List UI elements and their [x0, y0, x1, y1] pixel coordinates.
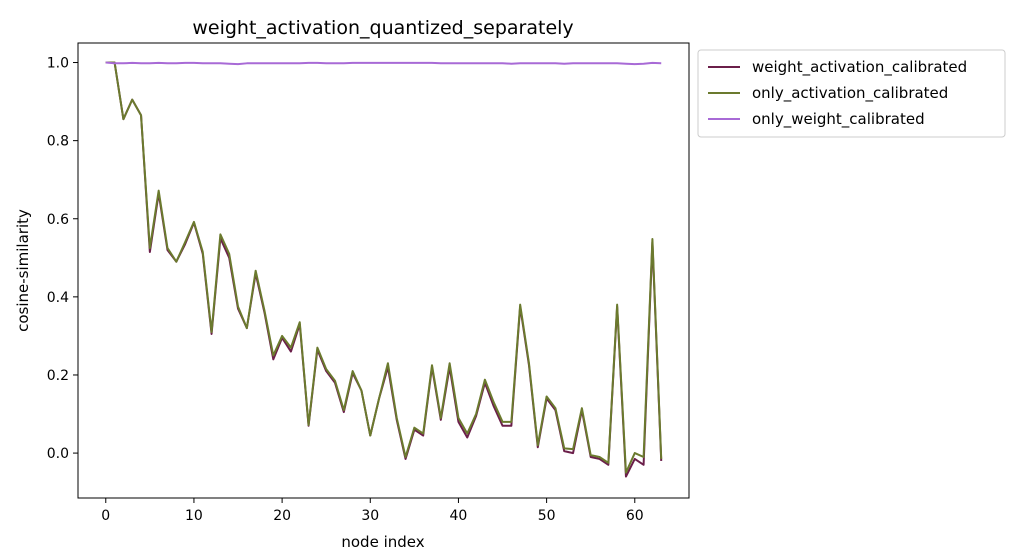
legend: weight_activation_calibrated only_activat… [697, 49, 1006, 138]
y-tick-label: 0.2 [47, 368, 69, 384]
y-tick-label: 0.8 [47, 134, 69, 150]
legend-box [697, 49, 1006, 138]
y-axis-label: cosine-similarity [14, 209, 32, 332]
x-tick-label: 0 [101, 508, 110, 524]
y-tick-label: 0.6 [47, 212, 69, 228]
series-line-only-activation-calibrated [105, 61, 663, 474]
series-line-only-weight-calibrated [105, 61, 662, 66]
legend-label: only_weight_calibrated [752, 110, 925, 129]
x-tick-label: 50 [538, 508, 556, 524]
x-tick-label: 20 [273, 508, 291, 524]
chart-title: weight_activation_quantized_separately [192, 17, 573, 39]
legend-label: only_activation_calibrated [752, 84, 948, 103]
y-tick-label: 1.0 [47, 56, 69, 72]
x-tick-label: 10 [185, 508, 203, 524]
y-tick-label: 0.4 [47, 290, 69, 306]
y-axis: 0.0 0.2 0.4 0.6 0.8 1.0 [47, 56, 78, 462]
x-axis: 0 10 20 30 40 50 60 [101, 498, 644, 524]
x-tick-label: 30 [361, 508, 379, 524]
plot-area [77, 42, 690, 499]
series-lines [105, 61, 663, 478]
legend-label: weight_activation_calibrated [752, 58, 967, 77]
x-axis-label: node index [341, 533, 424, 551]
y-tick-label: 0.0 [47, 446, 69, 462]
x-tick-label: 40 [450, 508, 468, 524]
x-tick-label: 60 [626, 508, 644, 524]
